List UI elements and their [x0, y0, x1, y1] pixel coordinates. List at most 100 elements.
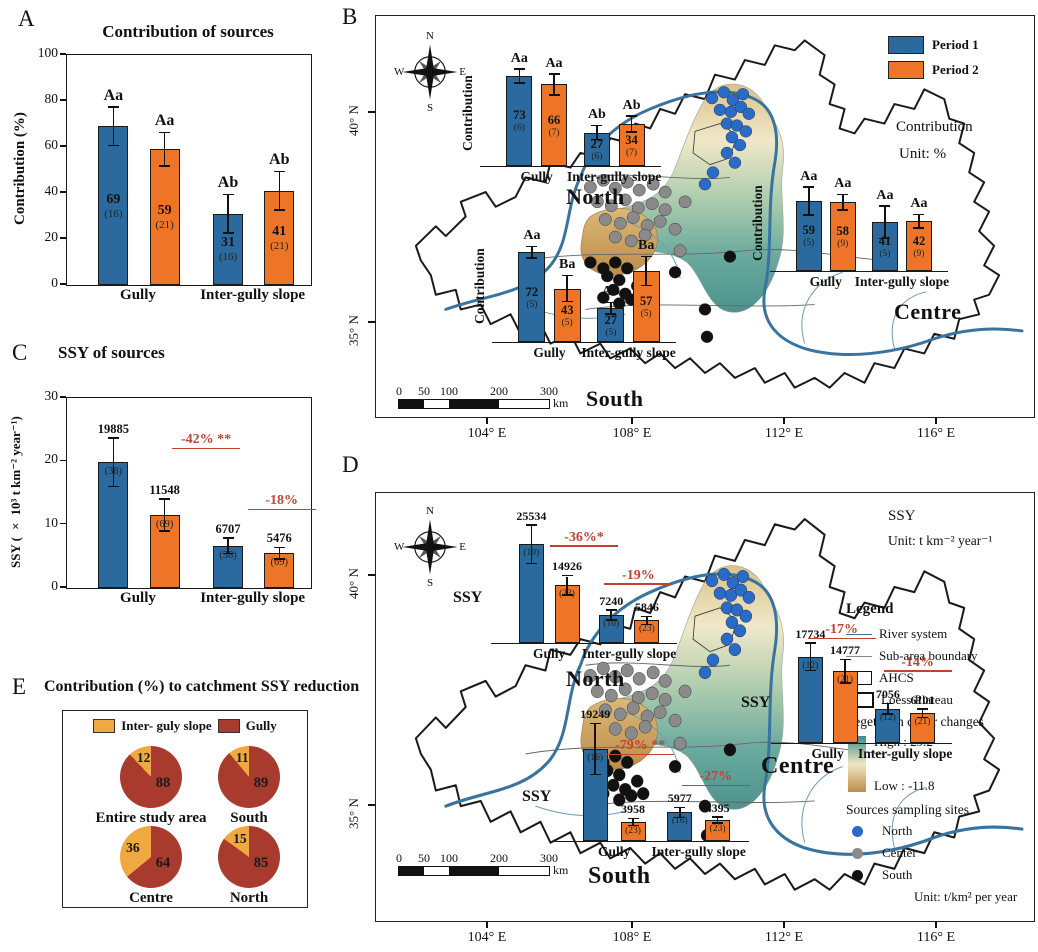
annotation-text: -42% **: [180, 432, 232, 448]
bar-value: 41: [878, 234, 892, 249]
y-tick: [60, 99, 66, 101]
sig-letter: Ab: [217, 174, 239, 192]
category-label: Inter-gully slope: [651, 844, 746, 859]
map-b-note-2: Unit: %: [899, 146, 947, 162]
error-cap: [626, 131, 638, 133]
panel-c-title: SSY of sources: [58, 343, 165, 362]
plot-area: 73 (6) Aa 66 (7) Aa 27 (6) Ab 34 (7) Ab: [480, 51, 661, 167]
compass-e: E: [459, 66, 466, 78]
annotation-text: -19%: [622, 567, 655, 583]
bar-bN-p2-0: 66 (7): [541, 84, 567, 166]
y-tick-label: 40° N: [346, 105, 361, 136]
error-bar: [918, 215, 920, 228]
pie-caption: Centre: [129, 890, 173, 906]
bar-value: 34: [625, 132, 638, 147]
bar-label: 58 (9): [831, 203, 855, 270]
error-cap: [839, 682, 851, 684]
legend-label-gully: Gully: [245, 718, 277, 733]
region-label-centre: Centre: [894, 299, 962, 324]
error-cap: [917, 708, 929, 710]
error-bar: [553, 74, 555, 95]
compass-star-icon: [402, 519, 458, 575]
bar-value: 5977: [667, 791, 692, 806]
error-cap: [526, 245, 538, 248]
compass-rose: N W E S: [394, 505, 466, 589]
y-tick-label: 10: [44, 514, 59, 530]
y-tick-label: 35° N: [346, 315, 361, 346]
bar-count: (5): [640, 309, 652, 320]
error-cap: [591, 124, 603, 127]
error-cap: [526, 257, 538, 259]
scale-segment: [424, 867, 449, 875]
annotation-line: [606, 753, 675, 756]
error-cap: [641, 623, 653, 626]
y-tick-label: 0: [51, 275, 58, 290]
map-svg: [414, 39, 1024, 389]
y-tick: [60, 283, 66, 285]
error-bar: [921, 709, 924, 717]
error-cap: [589, 722, 601, 725]
baseline: [771, 743, 952, 744]
chart-contribution-of-sources: 69 (16) Aa 59 (21) Aa 31 (16) Ab 41 (21) Ab Gully Int…: [8, 22, 330, 322]
category-label: Gully: [597, 844, 631, 859]
baseline: [770, 271, 948, 272]
error-bar: [632, 819, 634, 825]
category-label: Inter-gully slope: [581, 345, 676, 360]
bar-count: (10): [603, 619, 620, 630]
region-label-south: South: [586, 386, 644, 411]
plot-area: (16)19249(23)3958(16)5977(23)4395-79% **…: [553, 707, 750, 842]
y-tick: [60, 523, 66, 525]
bar-A-p2-0: 59 (21): [149, 149, 180, 285]
error-cap: [627, 817, 639, 820]
y-tick-label: 30: [44, 388, 59, 403]
error-cap: [548, 73, 560, 75]
error-cap: [561, 574, 573, 577]
region-label-centre: Centre: [761, 753, 835, 779]
error-cap: [561, 594, 573, 596]
pie-value-gully: 85: [253, 855, 269, 871]
error-bar: [278, 172, 281, 210]
error-cap: [626, 115, 638, 117]
annotation-line: [247, 508, 316, 511]
error-bar: [163, 133, 166, 166]
error-cap: [839, 658, 851, 661]
pie-caption: North: [229, 890, 269, 906]
bar-count: (21): [270, 239, 289, 252]
baseline: [491, 643, 677, 644]
y-axis-label: Contribution: [460, 75, 475, 152]
error-bar: [887, 704, 889, 714]
scale-segment: [399, 400, 424, 408]
bar-count: (16): [218, 251, 238, 264]
error-cap: [879, 205, 891, 207]
chart-ssy-of-sources: (38)19885(69)11548(38)6707(69)5476-42% *…: [8, 385, 330, 625]
bar-count: (5): [526, 299, 538, 310]
sig-letter: Aa: [523, 228, 541, 244]
sig-letter: Aa: [800, 168, 818, 184]
category-label: Gully: [533, 646, 566, 661]
bar-dC-p1-1: (12): [875, 708, 901, 743]
bar-count: (6): [513, 123, 525, 134]
scale-segment: [499, 400, 549, 408]
compass-s: S: [426, 577, 434, 589]
plot-area: 69 (16) Aa 59 (21) Aa 31 (16) Ab 41 (21) Ab: [66, 54, 312, 286]
map-d-note-1: SSY: [888, 508, 916, 524]
annotation-line: [172, 448, 241, 450]
y-tick-label: 60: [44, 137, 59, 152]
bar-value: 17734: [795, 626, 826, 641]
annotation-line: [807, 637, 876, 639]
scale-tick-label: 100: [440, 384, 458, 398]
baseline: [553, 841, 749, 842]
annotation-text: -27%: [699, 769, 733, 784]
bar-label: 43 (5): [555, 290, 580, 342]
pie-panel-box: Inter- guly slope Gully 12 88 Entire study a…: [62, 710, 308, 908]
bar-count: (6): [591, 151, 603, 162]
category-label: Inter-gully slope: [200, 590, 306, 606]
category-label: Gully: [120, 590, 156, 606]
error-bar: [679, 808, 681, 817]
bar-count: (5): [803, 238, 815, 249]
y-tick: [60, 191, 66, 193]
error-cap: [641, 615, 653, 618]
error-cap: [548, 94, 560, 96]
bar-count: (69): [270, 557, 289, 569]
